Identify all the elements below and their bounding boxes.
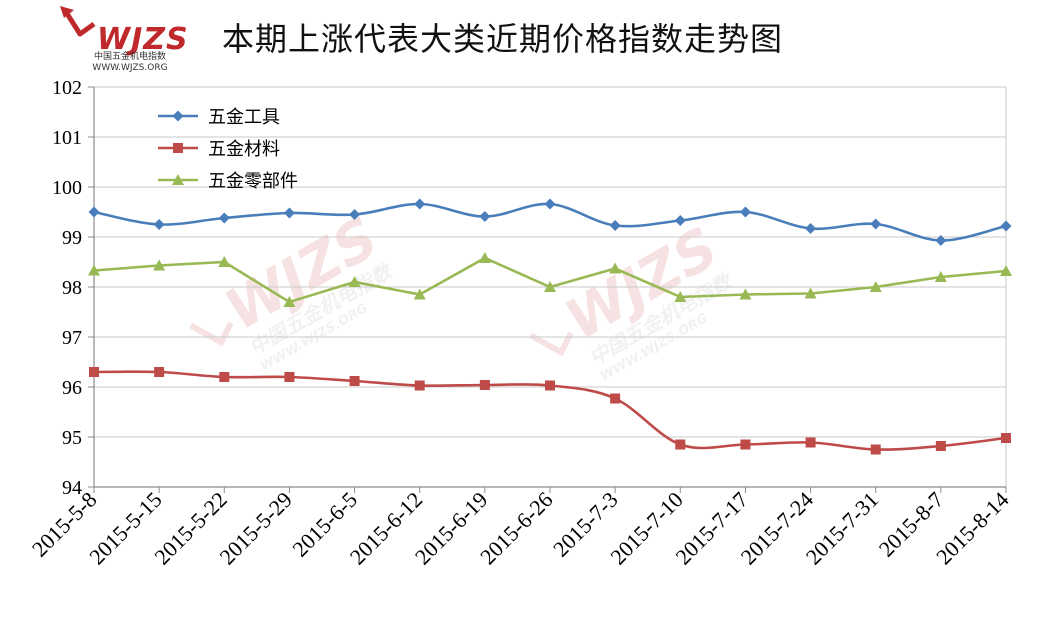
data-point [870,218,882,230]
legend-marker [172,110,184,122]
series-lines [88,198,1012,455]
legend-marker [173,143,183,153]
legend-label: 五金材料 [208,139,280,160]
x-tick-label: 2015-7-31 [801,487,883,569]
data-point [349,209,361,220]
legend-label: 五金零部件 [208,171,298,192]
legend-item-1: 五金工具 [158,107,280,128]
data-point [349,376,360,386]
data-point [674,291,687,302]
data-point [219,372,230,382]
data-point [88,264,100,276]
data-point [544,281,556,292]
watermark-arrow-icon [189,321,234,347]
data-point [1000,265,1012,276]
data-point [934,271,947,282]
data-point [413,288,426,300]
x-tick-label: 2015-5-29 [214,487,296,569]
y-tick-label: 95 [62,427,82,449]
page-title: 本期上涨代表大类近期价格指数走势图 [222,20,784,58]
watermark-arrow-icon [529,331,574,357]
y-tick-label: 94 [62,477,82,499]
legend-label: 五金工具 [208,107,280,128]
y-tick-label: 96 [62,377,82,399]
logo [60,4,190,80]
series-1 [88,198,1012,246]
logo-arrow-icon [60,6,96,37]
data-point [870,444,881,455]
data-point [283,207,295,219]
data-point [935,235,947,246]
data-point [739,288,752,300]
y-tick-label: 102 [52,77,82,99]
y-tick-label: 101 [52,127,82,149]
data-point [479,380,490,390]
logo-subtitle: 中国五金机电指数 WWW.WJZS.ORG [70,52,190,74]
x-tick-label: 2015-6-26 [475,487,557,569]
data-point [545,380,555,391]
data-point [154,367,165,377]
legend-item-3: 五金零部件 [158,171,298,192]
logo-subtitle-url: WWW.WJZS.ORG [92,63,168,73]
data-point [544,198,556,210]
series-3 [88,252,1012,307]
x-tick-label: 2015-8-14 [931,487,1013,569]
series-2 [89,367,1011,455]
logo-subtitle-cn: 中国五金机电指数 [93,52,166,62]
data-point [88,206,100,218]
data-point [284,372,295,382]
data-point [675,439,686,450]
legend-item-2: 五金材料 [158,139,280,160]
data-point [1001,433,1011,443]
data-point [935,441,946,451]
data-point [740,439,751,450]
data-point [478,252,491,263]
data-point [153,259,166,271]
data-point [869,281,882,292]
data-point [218,256,231,267]
data-point [153,219,165,230]
data-point [739,206,751,218]
data-point [414,198,426,210]
y-tick-label: 98 [62,277,82,299]
data-point [805,223,817,234]
legend-marker [172,174,184,185]
y-tick-label: 99 [62,227,82,249]
data-point [610,393,621,404]
data-point [609,262,622,274]
data-point [414,380,425,391]
data-point [609,220,621,231]
data-point [218,212,230,224]
data-point [283,296,296,307]
data-point [348,276,361,287]
data-point [805,437,816,448]
data-point [674,215,686,226]
logo-wordmark: WJZS [97,22,189,57]
y-tick-label: 100 [52,177,82,199]
data-point [89,367,99,377]
data-point [804,287,817,299]
y-tick-label: 97 [62,327,82,349]
data-point [479,211,491,222]
data-point [1000,220,1012,232]
